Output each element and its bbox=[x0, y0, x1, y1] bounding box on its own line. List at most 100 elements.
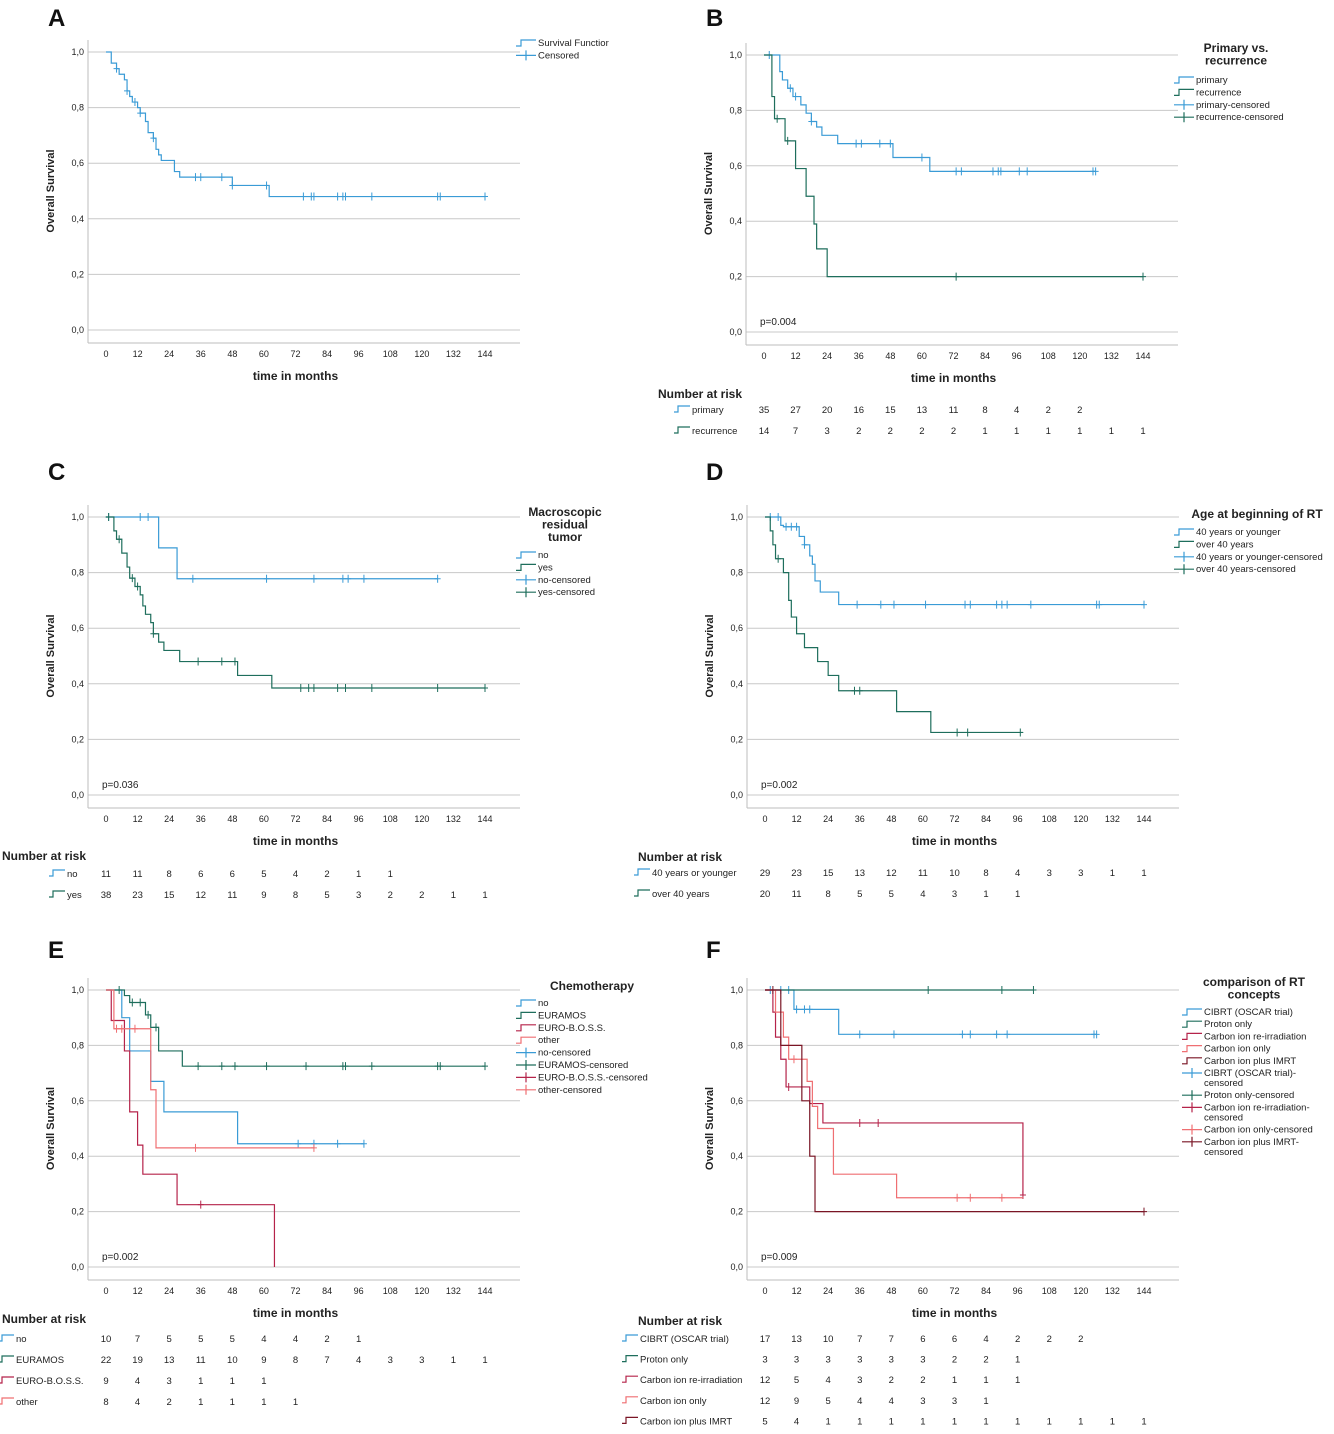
censor-mark bbox=[967, 1030, 974, 1039]
legend-title: residual bbox=[542, 518, 588, 532]
legend-censor-swatch bbox=[516, 1060, 536, 1070]
risk-table-title: Number at risk bbox=[2, 1312, 86, 1326]
risk-count: 1 bbox=[1077, 426, 1082, 437]
risk-count: 2 bbox=[951, 426, 956, 437]
x-tick-label: 12 bbox=[792, 814, 802, 824]
risk-count: 1 bbox=[1015, 889, 1020, 900]
x-tick-label: 24 bbox=[164, 1286, 174, 1296]
x-tick-label: 132 bbox=[1105, 814, 1120, 824]
censor-mark bbox=[876, 139, 883, 148]
risk-row-swatch bbox=[622, 1355, 638, 1363]
censor-mark bbox=[218, 657, 225, 666]
x-tick-label: 36 bbox=[196, 1286, 206, 1296]
y-tick-label: 0,0 bbox=[71, 1262, 84, 1272]
legend-label: Carbon ion only bbox=[1204, 1044, 1271, 1055]
risk-count: 2 bbox=[1078, 1334, 1083, 1345]
risk-count: 7 bbox=[135, 1334, 140, 1345]
censor-mark bbox=[129, 574, 136, 583]
y-tick-label: 0,8 bbox=[730, 568, 743, 578]
legend-label: EURAMOS-censored bbox=[538, 1060, 628, 1071]
y-tick-label: 0,4 bbox=[71, 1151, 84, 1161]
x-tick-label: 60 bbox=[259, 349, 269, 359]
censor-mark bbox=[962, 600, 969, 609]
x-tick-label: 48 bbox=[886, 814, 896, 824]
censor-mark bbox=[1093, 1030, 1100, 1039]
censor-mark bbox=[993, 600, 1000, 609]
legend-label: Carbon ion plus IMRT bbox=[1204, 1056, 1296, 1067]
censor-mark bbox=[153, 1023, 160, 1032]
risk-count: 1 bbox=[1014, 426, 1019, 437]
risk-table-title: Number at risk bbox=[638, 850, 722, 864]
y-tick-label: 0,8 bbox=[71, 568, 84, 578]
censor-mark bbox=[263, 1062, 270, 1071]
y-tick-label: 0,0 bbox=[71, 790, 84, 800]
risk-count: 4 bbox=[920, 889, 925, 900]
x-tick-label: 84 bbox=[981, 1286, 991, 1296]
legend-line-swatch bbox=[516, 1024, 536, 1032]
risk-count: 20 bbox=[822, 405, 833, 416]
risk-row-label: no bbox=[67, 869, 78, 880]
x-tick-label: 144 bbox=[1136, 1286, 1151, 1296]
series-line-cibrt-oscar-trial- bbox=[765, 989, 1097, 1035]
x-tick-label: 144 bbox=[1135, 351, 1150, 361]
legend-title: concepts bbox=[1228, 988, 1281, 1002]
censor-mark bbox=[129, 998, 136, 1007]
series-line-euro-b-o-s-s- bbox=[106, 989, 276, 1267]
risk-count: 12 bbox=[760, 1375, 771, 1386]
x-axis-label: time in months bbox=[253, 369, 339, 383]
censor-mark bbox=[856, 1030, 863, 1039]
risk-row-swatch bbox=[634, 889, 650, 897]
risk-count: 3 bbox=[167, 1376, 172, 1387]
risk-count: 4 bbox=[794, 1416, 799, 1427]
risk-row-label: other bbox=[16, 1397, 38, 1408]
risk-count: 5 bbox=[230, 1334, 235, 1345]
x-tick-label: 72 bbox=[290, 349, 300, 359]
censor-mark bbox=[993, 1030, 1000, 1039]
risk-count: 1 bbox=[198, 1376, 203, 1387]
legend-line-swatch bbox=[1182, 1045, 1202, 1053]
risk-count: 1 bbox=[1110, 868, 1115, 879]
x-tick-label: 48 bbox=[227, 349, 237, 359]
risk-count: 6 bbox=[198, 869, 203, 880]
censor-mark bbox=[310, 574, 317, 583]
risk-count: 2 bbox=[419, 890, 424, 901]
y-axis-label: Overall Survival bbox=[704, 1087, 716, 1170]
risk-count: 12 bbox=[886, 868, 897, 879]
x-tick-label: 12 bbox=[792, 1286, 802, 1296]
x-tick-label: 144 bbox=[477, 349, 492, 359]
x-tick-label: 12 bbox=[133, 349, 143, 359]
x-tick-label: 108 bbox=[383, 349, 398, 359]
legend-label: Carbon ion only-censored bbox=[1204, 1125, 1313, 1136]
y-axis-label: Overall Survival bbox=[704, 614, 716, 697]
risk-count: 4 bbox=[356, 1355, 361, 1366]
risk-count: 9 bbox=[261, 1355, 266, 1366]
censor-mark bbox=[118, 1024, 125, 1033]
risk-count: 2 bbox=[1046, 405, 1051, 416]
risk-table-title: Number at risk bbox=[638, 1314, 722, 1328]
censor-mark bbox=[137, 998, 144, 1007]
x-tick-label: 0 bbox=[761, 351, 766, 361]
censor-mark bbox=[1016, 167, 1023, 176]
risk-count: 1 bbox=[952, 1416, 957, 1427]
x-axis-label: time in months bbox=[911, 371, 997, 385]
risk-count: 11 bbox=[792, 889, 802, 900]
risk-count: 2 bbox=[952, 1355, 957, 1366]
risk-count: 2 bbox=[889, 1375, 894, 1386]
risk-count: 15 bbox=[823, 868, 834, 879]
legend-line-swatch bbox=[516, 551, 536, 559]
legend-label: 40 years or younger-censored bbox=[1196, 552, 1323, 563]
legend-label: other-censored bbox=[538, 1085, 602, 1096]
risk-count: 1 bbox=[1141, 1416, 1146, 1427]
censor-mark bbox=[998, 600, 1005, 609]
censor-mark bbox=[1027, 600, 1034, 609]
panel-letter-c: C bbox=[48, 459, 65, 486]
risk-count: 22 bbox=[101, 1355, 112, 1366]
legend-label: Censored bbox=[538, 50, 579, 61]
censor-mark bbox=[195, 657, 202, 666]
risk-count: 27 bbox=[790, 405, 801, 416]
risk-count: 3 bbox=[826, 1355, 831, 1366]
censor-mark bbox=[150, 134, 157, 143]
risk-row-swatch bbox=[0, 1355, 14, 1363]
risk-count: 4 bbox=[1014, 405, 1019, 416]
risk-count: 4 bbox=[135, 1397, 140, 1408]
